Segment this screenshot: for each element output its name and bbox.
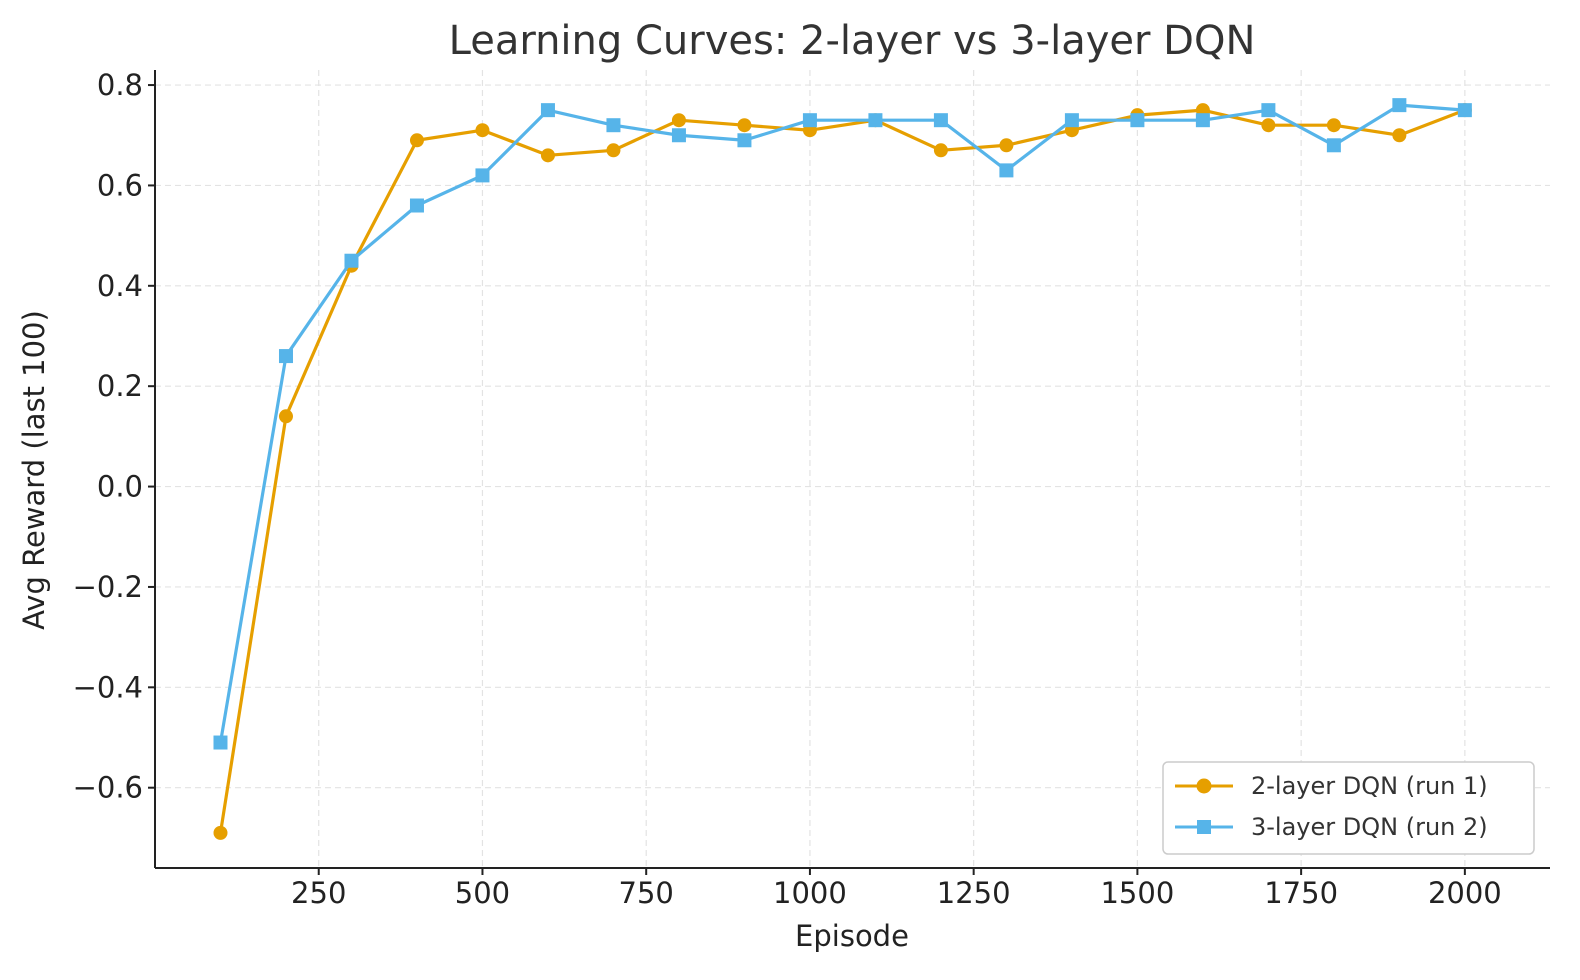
- data-point: [737, 118, 752, 133]
- data-point: [999, 163, 1014, 178]
- y-tick-label: −0.4: [73, 670, 143, 704]
- data-point: [671, 128, 686, 143]
- data-point: [1130, 113, 1145, 128]
- legend-marker-circle: [1196, 778, 1212, 794]
- data-point: [278, 409, 293, 424]
- x-axis-label: Episode: [795, 919, 909, 953]
- data-point: [802, 113, 817, 128]
- x-tick-label: 2000: [1428, 876, 1502, 910]
- y-tick-label: 0.4: [97, 269, 143, 303]
- x-tick-label: 750: [619, 876, 674, 910]
- legend-entry-series-1: 2-layer DQN (run 1): [1175, 772, 1488, 800]
- legend-label-series-2: 3-layer DQN (run 2): [1251, 813, 1488, 841]
- data-point: [540, 103, 555, 118]
- data-point: [1326, 118, 1341, 133]
- data-point: [606, 143, 621, 158]
- data-point: [1195, 113, 1210, 128]
- x-tick-label: 500: [455, 876, 510, 910]
- x-tick-label: 1000: [773, 876, 847, 910]
- data-point: [278, 349, 293, 364]
- data-point: [671, 113, 686, 128]
- x-tick-label: 1500: [1100, 876, 1174, 910]
- series: [213, 98, 1472, 840]
- data-point: [1261, 118, 1276, 133]
- data-point: [1326, 138, 1341, 153]
- series-1: [213, 103, 1472, 840]
- data-point: [933, 143, 948, 158]
- legend: 2-layer DQN (run 1) 3-layer DQN (run 2): [1162, 761, 1535, 855]
- y-axis-label: Avg Reward (last 100): [17, 310, 51, 630]
- data-point: [606, 118, 621, 133]
- y-tick-label: 0.6: [97, 168, 143, 202]
- data-point: [409, 198, 424, 213]
- data-point: [409, 133, 424, 148]
- data-point: [344, 253, 359, 268]
- data-point: [737, 133, 752, 148]
- series-line: [218, 108, 1467, 835]
- grid: [155, 70, 1550, 868]
- y-tick-label: −0.6: [73, 771, 143, 805]
- y-tick-label: 0.8: [97, 68, 143, 102]
- data-point: [1457, 103, 1472, 118]
- ticks: 250 500 750 1000 1250 1500 1750 2000 −0.6 −0.4 −0.…: [73, 68, 1502, 910]
- data-point: [1392, 98, 1407, 113]
- data-point: [999, 138, 1014, 153]
- data-point: [1392, 128, 1407, 143]
- x-tick-label: 250: [291, 876, 346, 910]
- y-tick-label: 0.0: [97, 470, 143, 504]
- data-point: [1261, 103, 1276, 118]
- data-point: [540, 148, 555, 163]
- data-point: [475, 168, 490, 183]
- data-point: [213, 825, 228, 840]
- legend-entry-series-2: 3-layer DQN (run 2): [1175, 813, 1488, 841]
- data-point: [475, 123, 490, 138]
- x-tick-label: 1750: [1264, 876, 1338, 910]
- chart-title: Learning Curves: 2-layer vs 3-layer DQN: [449, 18, 1256, 64]
- data-point: [1064, 113, 1079, 128]
- data-point: [213, 735, 228, 750]
- x-tick-label: 1250: [937, 876, 1011, 910]
- series-line: [218, 103, 1467, 745]
- legend-marker-square: [1197, 820, 1211, 834]
- data-point: [868, 113, 883, 128]
- y-tick-label: −0.2: [73, 570, 143, 604]
- legend-box: [1162, 761, 1535, 855]
- data-point: [933, 113, 948, 128]
- series-2: [213, 98, 1472, 750]
- y-tick-label: 0.2: [97, 369, 143, 403]
- axes: [154, 70, 1550, 869]
- legend-label-series-1: 2-layer DQN (run 1): [1251, 772, 1488, 800]
